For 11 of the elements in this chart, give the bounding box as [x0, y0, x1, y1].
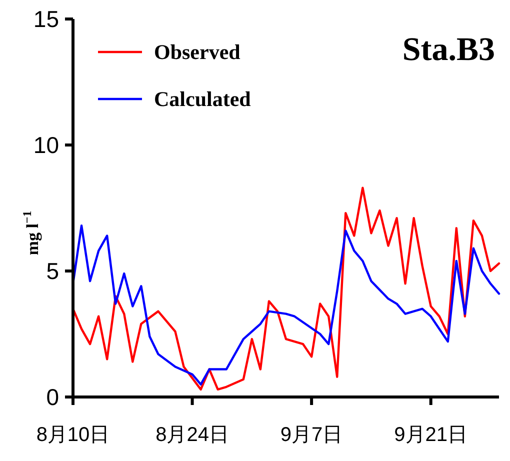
y-tick-label: 5	[46, 258, 59, 284]
x-tick-label: 8月24日	[156, 424, 229, 446]
legend-label: Observed	[154, 40, 241, 64]
x-tick-label: 8月10日	[36, 424, 110, 446]
x-tick-label: 9月21日	[394, 424, 468, 446]
x-tick-label: 9月7日	[280, 424, 343, 446]
annotation: Sta.B3	[402, 32, 495, 68]
y-tick-label: 15	[33, 6, 59, 32]
y-tick-label: 10	[33, 132, 59, 158]
legend-label: Calculated	[154, 87, 252, 111]
y-tick-label: 0	[46, 384, 59, 410]
